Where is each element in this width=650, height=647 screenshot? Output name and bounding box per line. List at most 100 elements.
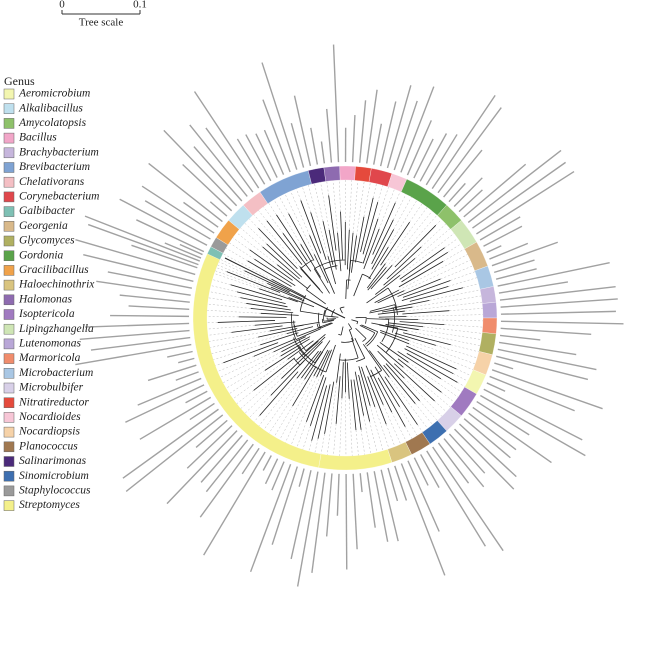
branch <box>259 288 298 303</box>
branch <box>217 320 276 323</box>
branch <box>240 297 288 308</box>
branch <box>276 214 308 262</box>
leaf-label-placeholder <box>454 428 515 490</box>
leaf-label-placeholder <box>458 189 483 213</box>
leaf-guide <box>444 324 483 328</box>
branch <box>327 256 337 285</box>
branch <box>360 197 374 252</box>
genus-ring-segment <box>482 301 498 319</box>
legend-label: Brachybacterium <box>19 146 99 158</box>
branch <box>358 366 371 406</box>
branch <box>376 344 404 368</box>
branch <box>280 338 310 357</box>
leaf-guide <box>268 379 305 434</box>
legend-label: Haloechinothrix <box>18 279 95 291</box>
leaf-label-placeholder <box>263 129 285 175</box>
branch <box>318 322 332 328</box>
legend-swatch <box>3 338 15 350</box>
leaf-label-placeholder <box>326 108 333 163</box>
leaf-guide <box>385 424 396 447</box>
leaf-label-placeholder <box>183 201 219 228</box>
clade-arc <box>338 333 342 336</box>
leaf-label-placeholder <box>205 439 249 493</box>
leaf-label-placeholder <box>437 442 470 484</box>
branch <box>300 268 324 294</box>
clade-arc <box>341 340 354 343</box>
leaf-label-placeholder <box>420 454 440 488</box>
genus-ring-segment <box>354 166 372 183</box>
leaf-guide <box>314 438 319 453</box>
leaf-guide <box>407 330 481 346</box>
legend-label: Isoptericola <box>18 308 75 320</box>
clade-arc <box>318 312 321 329</box>
leaf-label-placeholder <box>261 62 298 170</box>
leaf-guide <box>450 271 476 281</box>
leaf-label-placeholder <box>175 371 199 381</box>
branch <box>244 270 290 293</box>
branch <box>327 318 337 320</box>
branch <box>402 310 450 315</box>
leaf-label-placeholder <box>500 327 592 336</box>
leaf-guide <box>210 285 238 293</box>
leaf-guide <box>220 259 245 271</box>
legend-label: Galbibacter <box>19 205 75 217</box>
leaf-guide <box>393 194 407 220</box>
leaf-guide <box>374 406 390 449</box>
leaf-label-placeholder <box>345 473 348 570</box>
branch <box>253 357 296 391</box>
leaf-label-placeholder <box>498 281 569 294</box>
leaf-label-placeholder <box>431 94 496 190</box>
leaf-guide <box>229 242 255 260</box>
leaf-guide <box>249 395 272 418</box>
genus-ring-segment <box>318 449 393 471</box>
clade-arc <box>385 327 399 353</box>
branch <box>406 353 458 383</box>
leaf-guide <box>268 202 277 215</box>
legend-swatch <box>3 162 15 173</box>
leaf-guide <box>349 180 352 230</box>
leaf-guide <box>440 378 462 393</box>
legend-swatch <box>3 456 15 467</box>
leaf-label-placeholder <box>426 450 486 547</box>
branch <box>379 329 410 341</box>
leaf-label-placeholder <box>495 268 537 280</box>
leaf-label-placeholder <box>359 473 363 493</box>
branch <box>363 228 380 270</box>
branch <box>354 337 366 359</box>
legend-swatch <box>3 470 15 482</box>
leaf-guide <box>263 377 302 430</box>
leaf-guide <box>442 248 465 262</box>
branch <box>238 316 287 318</box>
leaf-label-placeholder <box>453 177 483 208</box>
leaf-label-placeholder <box>75 239 196 276</box>
branch <box>369 307 394 314</box>
clade-arc <box>290 313 297 340</box>
leaf-guide <box>258 210 268 222</box>
leaf-guide <box>274 405 293 437</box>
branch <box>386 246 422 280</box>
leaf-label-placeholder <box>351 115 356 163</box>
leaf-guide <box>240 359 297 409</box>
leaf-guide <box>320 433 325 454</box>
leaf-label-placeholder <box>400 86 435 173</box>
branch <box>258 228 298 269</box>
branch <box>262 246 300 280</box>
branch <box>401 286 449 301</box>
genus-ring-segment <box>400 178 447 216</box>
branch <box>260 312 299 316</box>
branch <box>363 343 382 371</box>
branch <box>236 291 286 305</box>
branch <box>366 287 389 304</box>
legend-label: Salinarimonas <box>19 455 87 467</box>
leaf-guide <box>363 182 371 217</box>
leaf-label-placeholder <box>107 271 192 289</box>
leaf-label-placeholder <box>479 216 521 241</box>
leaf-guide <box>363 415 372 454</box>
leaf-label-placeholder <box>189 124 248 197</box>
leaf-guide <box>404 378 443 417</box>
leaf-guide <box>208 332 232 336</box>
branch <box>325 344 336 373</box>
leaf-label-placeholder <box>407 460 440 532</box>
leaf-label-placeholder <box>271 461 285 491</box>
leaf-label-placeholder <box>483 388 583 441</box>
